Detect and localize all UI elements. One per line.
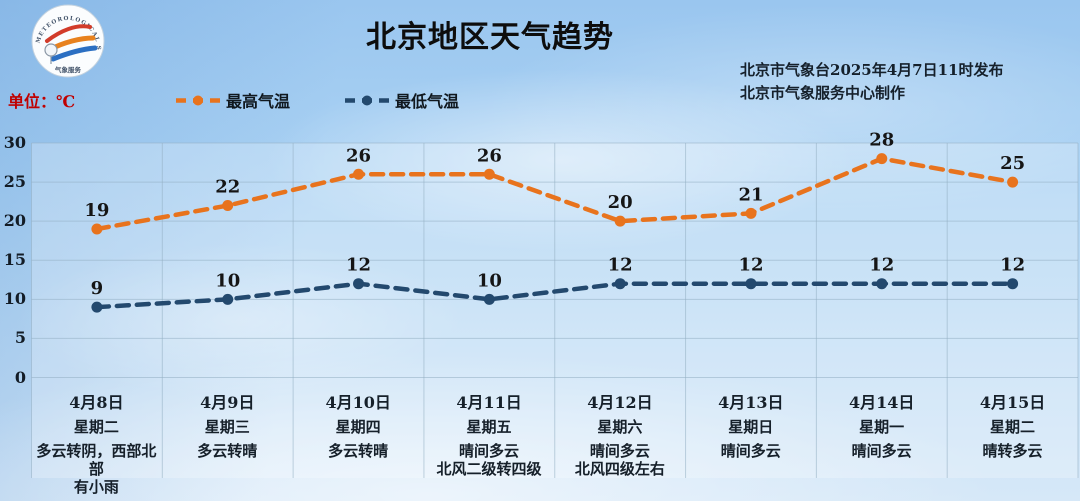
data-label: 19 xyxy=(84,200,109,221)
logo-bottom-text: 气象服务 xyxy=(54,65,82,74)
date-label: 4月9日 xyxy=(200,393,255,412)
data-point xyxy=(745,278,757,290)
weather-label: 晴转多云 xyxy=(982,442,1043,460)
day-column: 4月12日星期六晴间多云 北风四级左右 xyxy=(555,383,686,479)
data-label: 22 xyxy=(215,177,240,198)
weather-label: 晴间多云 xyxy=(851,442,912,460)
weekday-label: 星期日 xyxy=(728,418,774,436)
data-label: 21 xyxy=(738,184,763,205)
weekday-label: 星期一 xyxy=(859,418,905,436)
data-label: 9 xyxy=(91,278,104,299)
chart-legend: 最高气温 最低气温 xyxy=(175,88,459,112)
data-point xyxy=(614,215,626,227)
logo-blue-swoosh-icon xyxy=(50,45,98,62)
y-tick-label: 25 xyxy=(3,172,26,192)
legend-label-low-temp: 最低气温 xyxy=(395,92,460,111)
legend-label-high-temp: 最高气温 xyxy=(226,92,291,111)
weather-label: 晴间多云 xyxy=(720,442,781,460)
day-column: 4月13日星期日晴间多云 xyxy=(685,383,816,479)
y-tick-label: 10 xyxy=(3,289,26,309)
page-title: 北京地区天气趋势 xyxy=(366,20,614,55)
beijing-meteorological-service-logo: METEOROLOGICAL SERVICE 气象服务 xyxy=(30,3,105,78)
date-label: 4月15日 xyxy=(979,393,1046,412)
day-column: 4月8日星期二多云转阴，西部北部 有小雨 xyxy=(31,383,162,496)
data-point xyxy=(745,207,757,219)
date-label: 4月12日 xyxy=(587,393,653,412)
data-label: 25 xyxy=(1000,153,1025,174)
date-label: 4月14日 xyxy=(848,393,915,412)
logo-red-swoosh-icon xyxy=(45,24,92,43)
data-point xyxy=(1007,278,1019,290)
y-tick-label: 30 xyxy=(3,133,26,152)
weekday-label: 星期五 xyxy=(466,418,512,436)
weekday-label: 星期三 xyxy=(204,418,250,436)
weekday-label: 星期四 xyxy=(335,418,381,436)
y-tick-label: 20 xyxy=(3,211,26,231)
data-point xyxy=(876,278,888,290)
data-point xyxy=(483,293,495,305)
data-label: 10 xyxy=(215,270,240,291)
data-point xyxy=(876,153,888,165)
data-point xyxy=(353,168,365,180)
data-point xyxy=(483,168,495,180)
publish-line-2: 北京市气象服务中心制作 xyxy=(740,84,906,102)
high-temp-line-swatch-icon xyxy=(176,95,220,105)
data-point xyxy=(222,293,234,305)
weather-label: 多云转晴 xyxy=(197,442,258,460)
weekday-label: 星期六 xyxy=(597,418,643,436)
data-label: 26 xyxy=(346,145,371,166)
weather-label: 晴间多云 北风四级左右 xyxy=(574,442,665,478)
unit-label: 单位：℃ xyxy=(8,92,76,111)
y-tick-label: 5 xyxy=(14,328,26,348)
x-axis-labels: 4月8日 星期二 多云转阴，西部北部 有小雨 4月9日 星期三 多云转晴 4月10日 星期四 多云… xyxy=(31,383,1078,496)
publish-line-1: 北京市气象台2025年4月7日11时发布 xyxy=(740,61,1004,79)
data-point xyxy=(91,301,103,313)
date-label: 4月8日 xyxy=(69,393,124,412)
data-label: 10 xyxy=(477,270,502,291)
data-label: 12 xyxy=(738,255,763,276)
day-column: 4月10日星期四多云转晴 xyxy=(293,383,424,479)
data-label: 12 xyxy=(346,255,371,276)
date-label: 4月13日 xyxy=(718,393,784,412)
date-label: 4月11日 xyxy=(456,393,522,412)
weekday-label: 星期二 xyxy=(990,418,1036,436)
day-column: 4月15日星期二晴转多云 xyxy=(947,383,1078,479)
data-label: 26 xyxy=(477,145,502,166)
data-point xyxy=(353,278,365,290)
y-tick-label: 0 xyxy=(14,367,26,387)
day-column: 4月14日星期一晴间多云 xyxy=(816,383,947,479)
data-label: 12 xyxy=(1000,255,1025,276)
weather-label: 多云转晴 xyxy=(328,442,389,460)
legend-item-high-temp: 最高气温 xyxy=(175,88,290,112)
legend-item-low-temp: 最低气温 xyxy=(344,88,459,112)
day-column: 4月9日星期三多云转晴 xyxy=(162,383,293,479)
data-point xyxy=(1007,176,1019,188)
data-label: 28 xyxy=(869,130,894,151)
date-label: 4月10日 xyxy=(325,393,391,412)
day-column: 4月11日星期五晴间多云 北风二级转四级 xyxy=(424,383,555,479)
data-label: 12 xyxy=(608,255,633,276)
weekday-label: 星期二 xyxy=(73,418,119,436)
data-point xyxy=(222,200,234,212)
publish-info: 北京市气象台2025年4月7日11时发布 北京市气象服务中心制作 xyxy=(740,59,1004,105)
weather-label: 晴间多云 北风二级转四级 xyxy=(436,442,542,478)
data-label: 20 xyxy=(608,192,633,213)
weather-label: 多云转阴，西部北部 有小雨 xyxy=(36,442,157,496)
y-tick-label: 15 xyxy=(3,250,26,270)
data-point xyxy=(91,223,103,235)
data-point xyxy=(614,278,626,290)
low-temp-line-swatch-icon xyxy=(345,95,390,105)
data-label: 12 xyxy=(869,255,894,276)
